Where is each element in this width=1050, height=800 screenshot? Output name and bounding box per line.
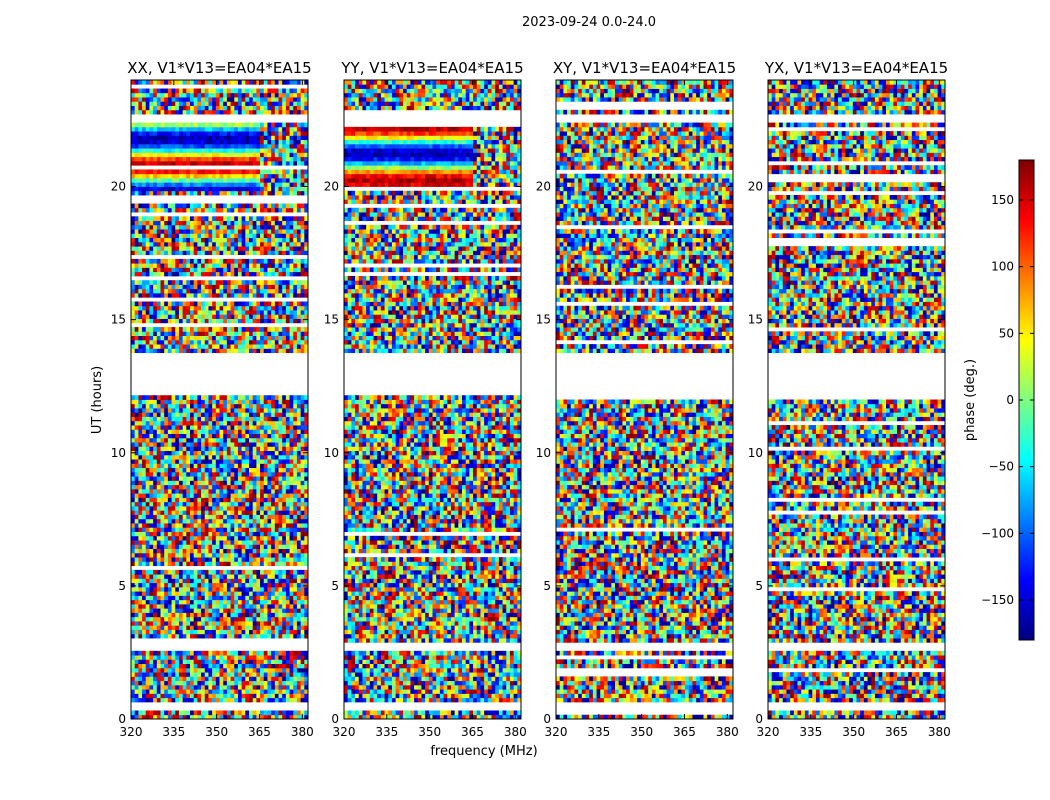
y-tick-label: 0 <box>118 712 126 726</box>
panel-xx: XX, V1*V13=EA04*EA15 320 335 350 365 380 0 5 10 1… <box>111 59 314 739</box>
heatmap-cells <box>556 80 733 719</box>
x-tick-label: 380 <box>291 725 314 739</box>
colorbar-tick-label: 150 <box>991 193 1014 207</box>
panel-title: YY, V1*V13=EA04*EA15 <box>340 59 523 77</box>
y-tick-label: 20 <box>536 180 551 194</box>
y-tick-label: 10 <box>536 446 551 460</box>
y-tick-label: 20 <box>324 180 339 194</box>
x-tick-label: 320 <box>120 725 143 739</box>
colorbar-tick-label: −100 <box>981 526 1014 540</box>
panels-group: XX, V1*V13=EA04*EA15 320 335 350 365 380 0 5 10 1… <box>111 59 951 739</box>
x-tick-label: 350 <box>630 725 653 739</box>
y-tick-label: 5 <box>331 579 339 593</box>
x-tick-label: 335 <box>162 725 185 739</box>
x-tick-label: 365 <box>461 725 484 739</box>
panel-title: XY, V1*V13=EA04*EA15 <box>553 59 736 77</box>
colorbar-label: phase (deg.) <box>963 359 978 441</box>
x-tick-label: 320 <box>333 725 356 739</box>
panel-yx: YX, V1*V13=EA04*EA15 320 335 350 365 380 0 5 10 1… <box>748 59 951 739</box>
panel-frame <box>555 79 734 720</box>
panel-frame <box>343 79 522 720</box>
x-tick-label: 380 <box>504 725 527 739</box>
x-tick-label: 380 <box>716 725 739 739</box>
heatmap-cells <box>344 80 521 719</box>
colorbar-tick-label: −150 <box>981 593 1014 607</box>
x-tick-label: 335 <box>375 725 398 739</box>
panel-title: YX, V1*V13=EA04*EA15 <box>764 59 948 77</box>
y-tick-label: 10 <box>748 446 763 460</box>
panel-yy: YY, V1*V13=EA04*EA15 320 335 350 365 380 0 5 10 1… <box>324 59 527 739</box>
panel-xy: XY, V1*V13=EA04*EA15 320 335 350 365 380 0 5 10 1… <box>536 59 739 739</box>
y-tick-label: 20 <box>748 180 763 194</box>
x-tick-label: 365 <box>673 725 696 739</box>
y-tick-label: 15 <box>748 313 763 327</box>
colorbar-tick-label: 100 <box>991 260 1014 274</box>
y-tick-label: 5 <box>755 579 763 593</box>
heatmap-cells <box>768 80 945 719</box>
x-axis-label: frequency (MHz) <box>430 744 537 759</box>
colorbar-tick-label: 0 <box>1006 393 1014 407</box>
x-tick-label: 350 <box>205 725 228 739</box>
x-tick-label: 350 <box>418 725 441 739</box>
y-tick-label: 20 <box>111 180 126 194</box>
x-tick-label: 335 <box>587 725 610 739</box>
y-tick-label: 10 <box>111 446 126 460</box>
x-tick-label: 350 <box>842 725 865 739</box>
x-tick-label: 335 <box>799 725 822 739</box>
colorbar-tick-label: 50 <box>999 326 1014 340</box>
y-tick-label: 5 <box>118 579 126 593</box>
panel-frame <box>130 79 309 720</box>
y-tick-label: 15 <box>111 313 126 327</box>
y-tick-label: 0 <box>543 712 551 726</box>
colorbar: −150 −100 −50 0 50 100 150 <box>981 159 1035 641</box>
colorbar-tick-label: −50 <box>989 460 1014 474</box>
x-tick-label: 320 <box>757 725 780 739</box>
figure-suptitle: 2023-09-24 0.0-24.0 <box>522 15 656 30</box>
panel-title: XX, V1*V13=EA04*EA15 <box>127 59 311 77</box>
y-axis-label: UT (hours) <box>90 366 105 434</box>
y-tick-label: 0 <box>755 712 763 726</box>
x-tick-label: 365 <box>248 725 271 739</box>
x-tick-label: 365 <box>885 725 908 739</box>
y-tick-label: 0 <box>331 712 339 726</box>
x-tick-label: 320 <box>545 725 568 739</box>
x-tick-label: 380 <box>928 725 951 739</box>
y-tick-label: 10 <box>324 446 339 460</box>
y-tick-label: 15 <box>324 313 339 327</box>
panel-frame <box>767 79 946 720</box>
y-tick-label: 5 <box>543 579 551 593</box>
heatmap-cells <box>131 80 308 719</box>
y-tick-label: 15 <box>536 313 551 327</box>
